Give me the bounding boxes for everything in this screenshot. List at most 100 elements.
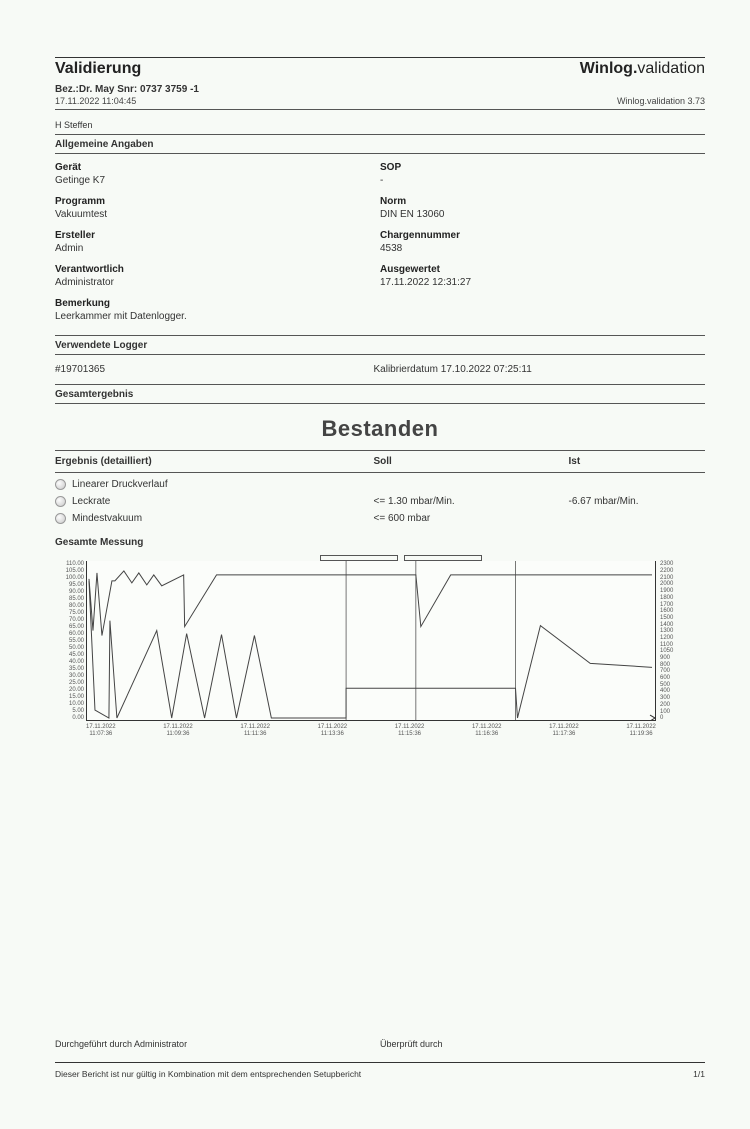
section-measurement-title: Gesamte Messung	[55, 537, 705, 548]
y-right-tick: 2300	[660, 561, 690, 567]
rule	[55, 134, 705, 135]
status-dot-icon	[55, 479, 66, 490]
y-right-tick: 1400	[660, 622, 690, 628]
y-left-tick: 60.00	[50, 631, 84, 637]
rule	[55, 384, 705, 385]
col-soll: Soll	[374, 456, 569, 467]
chart-svg	[87, 561, 655, 720]
y-left-tick: 30.00	[50, 673, 84, 679]
y-left-tick: 85.00	[50, 596, 84, 602]
x-tick: 17.11.202211:07:36	[86, 724, 116, 746]
y-left-tick: 80.00	[50, 603, 84, 609]
brand-light: validation	[637, 60, 705, 77]
y-right-tick: 300	[660, 695, 690, 701]
y-left-tick: 10.00	[50, 701, 84, 707]
logger-row: #19701365 Kalibrierdatum 17.10.2022 07:2…	[55, 358, 705, 381]
y-right-tick: 1800	[660, 595, 690, 601]
brand: Winlog.validation	[580, 60, 705, 78]
y-left-tick: 105.00	[50, 568, 84, 574]
general-left: GerätGetinge K7ProgrammVakuumtestErstell…	[55, 162, 380, 332]
detail-row: Leckrate <= 1.30 mbar/Min.-6.67 mbar/Min.	[55, 493, 705, 510]
subheader: Bez.:Dr. May Snr: 0737 3759 -1 17.11.202…	[55, 84, 705, 106]
field-value: -	[380, 175, 705, 186]
rule	[55, 153, 705, 154]
rule	[55, 403, 705, 404]
y-left-tick: 25.00	[50, 680, 84, 686]
y-left-tick: 0.00	[50, 715, 84, 721]
page-number: 1/1	[693, 1069, 705, 1079]
y-left-tick: 70.00	[50, 617, 84, 623]
overall-result: Bestanden	[55, 416, 705, 442]
y-left-tick: 65.00	[50, 624, 84, 630]
y-axis-right: 2300220021002000190018001700160015001400…	[660, 561, 690, 721]
disclaimer: Dieser Bericht ist nur gültig in Kombina…	[55, 1069, 361, 1079]
detail-ist: -6.67 mbar/Min.	[569, 496, 706, 507]
y-right-tick: 0	[660, 715, 690, 721]
field-value: Leerkammer mit Datenlogger.	[55, 311, 380, 322]
field-label: SOP	[380, 162, 705, 173]
y-right-tick: 700	[660, 668, 690, 674]
general-right: SOP-NormDIN EN 13060Chargennummer4538Aus…	[380, 162, 705, 332]
chart-plot	[86, 561, 656, 721]
y-right-tick: 1100	[660, 642, 690, 648]
detail-row: Linearer Druckverlauf	[55, 476, 705, 493]
x-axis: 17.11.202211:07:36 17.11.202211:09:36 17.1…	[86, 724, 656, 746]
y-right-tick: 1500	[660, 615, 690, 621]
rule-bottom	[55, 1062, 705, 1063]
field-label: Chargennummer	[380, 230, 705, 241]
detail-header: Ergebnis (detailliert) Soll Ist	[55, 454, 705, 469]
y-right-tick: 1600	[660, 608, 690, 614]
y-right-tick: 400	[660, 688, 690, 694]
field-value: Getinge K7	[55, 175, 380, 186]
rule	[55, 109, 705, 110]
x-tick: 17.11.202211:13:36	[318, 724, 348, 746]
field-label: Ausgewertet	[380, 264, 705, 275]
field-label: Bemerkung	[55, 298, 380, 309]
y-right-tick: 600	[660, 675, 690, 681]
y-right-tick: 800	[660, 662, 690, 668]
performed-by: Durchgeführt durch Administrator	[55, 1039, 380, 1049]
y-left-tick: 75.00	[50, 610, 84, 616]
checked-by: Überprüft durch	[380, 1039, 705, 1049]
rule	[55, 450, 705, 451]
x-tick: 17.11.202211:09:36	[163, 724, 193, 746]
detail-name: Leckrate	[72, 496, 110, 507]
y-right-tick: 100	[660, 709, 690, 715]
y-left-tick: 110.00	[50, 561, 84, 567]
field-value: DIN EN 13060	[380, 209, 705, 220]
field-label: Ersteller	[55, 230, 380, 241]
x-tick: 17.11.202211:19:36	[626, 724, 656, 746]
field-value: Vakuumtest	[55, 209, 380, 220]
y-right-tick: 1300	[660, 628, 690, 634]
detail-title-label: Ergebnis (detailliert)	[55, 456, 374, 467]
owner-name: H Steffen	[55, 120, 705, 130]
section-general-title: Allgemeine Angaben	[55, 139, 705, 150]
y-left-tick: 50.00	[50, 645, 84, 651]
footer: Dieser Bericht ist nur gültig in Kombina…	[55, 1060, 705, 1079]
x-tick: 17.11.202211:16:36	[472, 724, 502, 746]
rule	[55, 354, 705, 355]
field-value: Administrator	[55, 277, 380, 288]
y-right-tick: 2100	[660, 575, 690, 581]
y-right-tick: 200	[660, 702, 690, 708]
y-right-tick: 2200	[660, 568, 690, 574]
col-ist: Ist	[569, 456, 706, 467]
y-axis-left: 110.00105.00100.0095.0090.0085.0080.0075…	[50, 561, 84, 721]
field-label: Norm	[380, 196, 705, 207]
app-version: Winlog.validation 3.73	[617, 96, 705, 106]
y-left-tick: 90.00	[50, 589, 84, 595]
field-label: Gerät	[55, 162, 380, 173]
detail-rows: Linearer Druckverlauf Leckrate <= 1.30 mba…	[55, 476, 705, 527]
status-dot-icon	[55, 496, 66, 507]
x-tick: 17.11.202211:15:36	[395, 724, 425, 746]
field-value: Admin	[55, 243, 380, 254]
detail-soll: <= 1.30 mbar/Min.	[374, 496, 569, 507]
rule	[55, 472, 705, 473]
y-left-tick: 5.00	[50, 708, 84, 714]
signature-row: Durchgeführt durch Administrator Überprü…	[55, 1039, 705, 1049]
x-tick: 17.11.202211:17:36	[549, 724, 579, 746]
section-loggers-title: Verwendete Logger	[55, 340, 705, 351]
detail-name: Linearer Druckverlauf	[72, 479, 168, 490]
y-right-tick: 1200	[660, 635, 690, 641]
section-overall-title: Gesamtergebnis	[55, 389, 705, 400]
